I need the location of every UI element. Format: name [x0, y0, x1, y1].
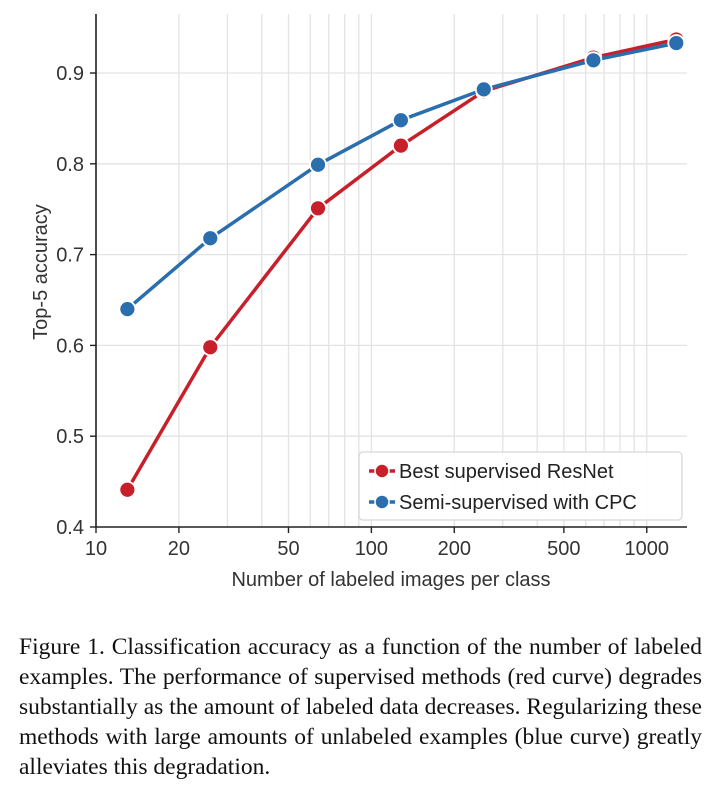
x-axis-title: Number of labeled images per class	[231, 569, 550, 591]
series-line	[126, 41, 677, 311]
data-point	[201, 338, 220, 357]
x-tick-label: 50	[277, 538, 299, 560]
series-line	[125, 37, 677, 491]
data-point	[474, 80, 493, 99]
legend-swatch-marker	[374, 463, 390, 479]
x-tick-label: 10	[85, 538, 107, 560]
y-tick-label: 0.7	[56, 245, 84, 267]
accuracy-line-chart: 0.4 0.5 0.6 0.7 0.8 0.9 10 20 50 100 200 500 1000 Be…	[30, 14, 687, 591]
grid-lines	[95, 14, 687, 528]
tick-labels: 0.4 0.5 0.6 0.7 0.8 0.9 10 20 50 100 200 500 1000	[56, 63, 669, 560]
y-tick-label: 0.9	[56, 63, 84, 85]
series-1	[118, 34, 686, 318]
data-point	[309, 155, 327, 174]
series-0	[118, 30, 686, 499]
legend-box	[358, 451, 683, 521]
data-point	[392, 136, 410, 155]
data-point	[201, 229, 220, 248]
axes	[90, 14, 687, 533]
x-tick-label: 200	[438, 538, 471, 560]
data-point	[667, 34, 686, 52]
y-tick-label: 0.5	[56, 426, 84, 448]
data-point	[392, 111, 410, 130]
y-axis-title: Top-5 accuracy	[30, 204, 52, 340]
figure-caption: Figure 1. Classification accuracy as a f…	[19, 634, 702, 780]
data-series	[118, 30, 686, 499]
legend-label: Best supervised ResNet	[399, 461, 614, 483]
data-point	[118, 300, 137, 318]
x-tick-label: 100	[355, 538, 388, 560]
x-tick-label: 500	[547, 538, 580, 560]
data-point	[309, 199, 327, 218]
x-tick-label: 1000	[625, 538, 670, 560]
data-point	[118, 480, 137, 499]
data-point	[584, 51, 603, 70]
y-tick-label: 0.8	[56, 154, 84, 176]
legend: Best supervised ResNet Semi-supervised wi…	[358, 451, 683, 521]
y-tick-label: 0.6	[56, 335, 84, 357]
legend-swatch-marker	[374, 494, 390, 510]
x-tick-label: 20	[168, 538, 190, 560]
legend-label: Semi-supervised with CPC	[399, 492, 637, 514]
y-tick-label: 0.4	[56, 517, 84, 539]
